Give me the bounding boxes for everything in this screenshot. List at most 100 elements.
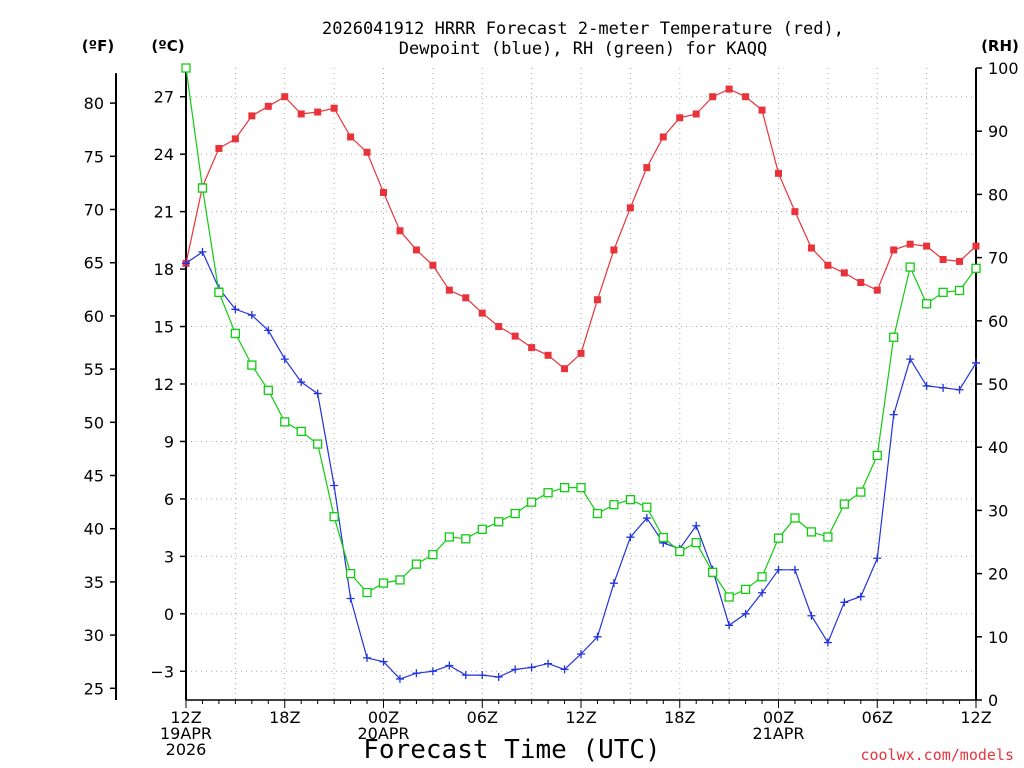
- celsius-tick-label: −3: [150, 662, 174, 681]
- rh-point: [197, 183, 208, 193]
- temperature-point: [593, 296, 601, 304]
- dewpoint-point: [198, 247, 207, 256]
- x-tick-label: 06Z: [467, 708, 498, 727]
- dewpoint-point: [313, 389, 322, 398]
- x-tick-label: 06Z: [862, 708, 893, 727]
- rh-point: [444, 532, 454, 542]
- dewpoint-point: [939, 383, 948, 392]
- x-tick-label: 19APR: [160, 724, 212, 743]
- temperature-point: [742, 93, 750, 101]
- fahrenheit-tick-label: 70: [84, 201, 104, 220]
- x-tick-label: 18Z: [269, 708, 300, 727]
- dewpoint-point: [758, 588, 767, 597]
- rh-point: [642, 502, 652, 512]
- temperature-point: [692, 110, 700, 118]
- dewpoint-point: [577, 650, 585, 659]
- temperature-point: [972, 242, 980, 250]
- fahrenheit-tick-label: 45: [84, 467, 104, 486]
- fahrenheit-tick-label: 50: [84, 413, 104, 432]
- temperature-point: [873, 286, 881, 294]
- rh-point: [806, 527, 817, 537]
- rh-point: [428, 549, 438, 560]
- rh-point: [477, 524, 487, 535]
- x-tick-label: 2026: [166, 740, 207, 759]
- dewpoint-point: [807, 611, 816, 620]
- x-tick-label: 00Z: [368, 708, 399, 727]
- celsius-tick-label: 9: [164, 432, 174, 451]
- rh-point: [494, 517, 504, 527]
- temperature-point: [511, 332, 519, 340]
- rh-point: [724, 592, 734, 602]
- dewpoint-point: [379, 657, 388, 666]
- rh-point: [675, 546, 685, 557]
- rh-point: [296, 426, 306, 437]
- fahrenheit-tick-label: 60: [84, 307, 104, 326]
- temperature-point: [890, 246, 898, 254]
- dewpoint-point: [790, 565, 799, 574]
- temperature-point: [363, 148, 371, 156]
- rh-point: [954, 285, 965, 296]
- temperature-point: [281, 93, 289, 101]
- x-axis-label: Forecast Time (UTC): [363, 735, 660, 765]
- dewpoint-point: [280, 355, 289, 364]
- rh-point: [691, 537, 701, 548]
- series-plus: [182, 247, 980, 683]
- rh-point: [773, 533, 784, 543]
- dewpoint-point: [264, 326, 273, 335]
- rh-point: [889, 332, 899, 342]
- tick-labels: 25 30 35 40 45 50 55 60 65 70 75 80 −3 0 3 6 9 12 15 18 21 24…: [84, 59, 1019, 759]
- temperature-point: [676, 114, 684, 122]
- celsius-tick-label: 27: [154, 88, 174, 107]
- temperature-point: [314, 108, 322, 116]
- dewpoint-point: [823, 638, 832, 647]
- temperature-point: [824, 261, 832, 269]
- temperature-point: [906, 240, 914, 248]
- series-filled-square: [182, 85, 980, 373]
- dewpoint-point: [741, 609, 750, 618]
- fahrenheit-tick-label: 65: [84, 254, 104, 273]
- temperature-point: [923, 242, 931, 250]
- temperature-point: [248, 112, 256, 120]
- rh-point: [609, 500, 619, 510]
- celsius-tick-label: 18: [154, 260, 174, 279]
- rh-point: [543, 488, 553, 498]
- dewpoint-point: [856, 592, 865, 601]
- dewpoint-point: [692, 521, 701, 530]
- rh-point: [526, 497, 537, 507]
- celsius-tick-label: 12: [154, 375, 174, 394]
- dewpoint-point: [511, 665, 520, 674]
- temperature-point: [577, 349, 585, 357]
- x-tick-label: 18Z: [664, 708, 695, 727]
- celsius-tick-label: 24: [154, 145, 174, 164]
- fahrenheit-tick-label: 80: [84, 94, 104, 113]
- temperature-point: [725, 85, 733, 93]
- fahrenheit-tick-label: 40: [84, 520, 104, 539]
- dewpoint-point: [363, 653, 372, 662]
- temperature-point: [791, 208, 799, 216]
- rh-point: [510, 508, 520, 519]
- temperature-point: [956, 257, 964, 265]
- rh-point: [740, 584, 751, 595]
- credit-text: coolwx.com/models: [860, 746, 1014, 764]
- dewpoint-point: [972, 358, 980, 367]
- temperature-point: [396, 227, 404, 235]
- rh-point: [592, 508, 603, 519]
- dewpoint-point: [247, 311, 256, 320]
- temperature-point: [330, 104, 338, 112]
- rh-point: [214, 287, 224, 298]
- rh-point: [559, 482, 570, 493]
- axes: [110, 67, 982, 708]
- x-tick-label: 20APR: [357, 724, 409, 743]
- dewpoint-point: [346, 594, 355, 603]
- dewpoint-point: [478, 671, 487, 680]
- rh-point: [378, 578, 389, 588]
- dewpoint-point: [544, 659, 553, 668]
- rh-point: [313, 439, 323, 449]
- rh-tick-label: 20: [988, 565, 1008, 584]
- dewpoint-point: [330, 481, 339, 490]
- rh-point: [757, 572, 767, 582]
- temperature-point: [528, 344, 536, 352]
- rh-point: [872, 450, 882, 461]
- dewpoint-point: [725, 621, 734, 630]
